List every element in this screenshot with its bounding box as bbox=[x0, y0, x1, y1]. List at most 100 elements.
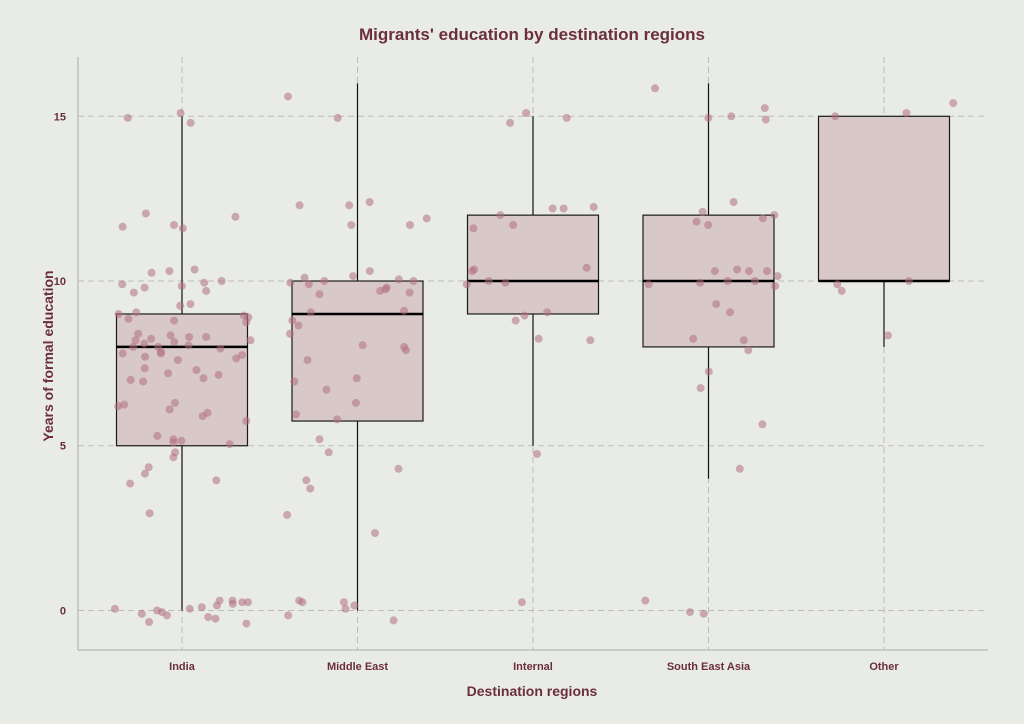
data-point bbox=[114, 310, 123, 318]
data-point bbox=[286, 329, 294, 338]
data-point bbox=[548, 204, 557, 213]
data-point bbox=[758, 420, 767, 429]
data-point bbox=[153, 431, 162, 440]
data-point bbox=[292, 410, 300, 419]
data-point bbox=[735, 464, 744, 473]
data-point bbox=[166, 331, 175, 340]
data-point bbox=[186, 118, 195, 127]
data-point bbox=[284, 92, 292, 101]
data-point bbox=[692, 217, 701, 226]
data-point bbox=[228, 599, 237, 608]
x-tick-label: Middle East bbox=[327, 661, 388, 673]
data-point bbox=[231, 212, 240, 221]
data-point bbox=[290, 377, 299, 386]
data-point bbox=[200, 278, 209, 287]
data-point bbox=[129, 342, 138, 351]
data-point bbox=[170, 221, 178, 229]
data-point bbox=[771, 282, 780, 290]
data-point bbox=[124, 314, 133, 323]
data-point bbox=[520, 311, 529, 320]
data-point bbox=[758, 214, 767, 223]
data-point bbox=[883, 331, 892, 340]
data-point bbox=[760, 104, 769, 113]
data-point bbox=[831, 112, 840, 121]
data-point bbox=[190, 265, 199, 274]
x-tick-label: Internal bbox=[513, 661, 553, 673]
data-point bbox=[246, 336, 255, 345]
data-point bbox=[242, 318, 251, 327]
data-point bbox=[698, 207, 707, 216]
data-point bbox=[284, 611, 293, 620]
data-point bbox=[400, 306, 409, 315]
data-point bbox=[763, 267, 771, 276]
data-point bbox=[120, 400, 129, 409]
data-point bbox=[389, 616, 398, 625]
data-point bbox=[131, 336, 140, 345]
data-point bbox=[394, 275, 403, 284]
data-point bbox=[184, 341, 193, 350]
data-point bbox=[140, 469, 149, 478]
data-point bbox=[315, 435, 324, 444]
data-point bbox=[324, 448, 333, 457]
data-point bbox=[586, 336, 595, 345]
data-point bbox=[904, 277, 913, 285]
data-point bbox=[134, 329, 143, 338]
data-point bbox=[744, 346, 753, 355]
data-point bbox=[365, 267, 374, 276]
data-point bbox=[176, 109, 185, 117]
data-point bbox=[306, 308, 315, 317]
data-point bbox=[517, 598, 526, 607]
data-point bbox=[501, 278, 510, 287]
data-point bbox=[141, 209, 150, 218]
data-point bbox=[704, 221, 713, 229]
data-point bbox=[163, 611, 171, 620]
x-tick-label: Other bbox=[869, 661, 899, 673]
data-point bbox=[145, 509, 154, 518]
data-point bbox=[129, 288, 138, 297]
data-point bbox=[405, 288, 414, 297]
data-point bbox=[164, 369, 173, 378]
data-point bbox=[745, 267, 753, 276]
data-point bbox=[177, 436, 186, 445]
data-point bbox=[349, 272, 358, 281]
data-point bbox=[350, 601, 359, 610]
data-point bbox=[238, 351, 247, 360]
data-point bbox=[118, 222, 127, 231]
data-point bbox=[315, 290, 324, 299]
data-point bbox=[506, 118, 515, 127]
data-point bbox=[242, 417, 251, 425]
data-point bbox=[288, 316, 297, 325]
data-point bbox=[202, 333, 211, 341]
data-point bbox=[306, 484, 315, 493]
y-tick-label: 10 bbox=[54, 276, 66, 288]
data-point bbox=[902, 109, 911, 117]
data-point bbox=[641, 596, 650, 605]
data-point bbox=[351, 398, 360, 407]
data-point bbox=[202, 286, 211, 295]
data-point bbox=[712, 300, 721, 309]
data-point bbox=[165, 405, 174, 414]
data-point bbox=[727, 112, 736, 121]
x-axis-label: Destination regions bbox=[467, 683, 598, 699]
data-point bbox=[696, 384, 705, 393]
data-point bbox=[462, 280, 471, 289]
y-tick-label: 0 bbox=[60, 605, 66, 617]
data-point bbox=[178, 224, 187, 233]
data-point bbox=[177, 282, 186, 290]
data-point bbox=[696, 278, 705, 287]
data-point bbox=[704, 113, 713, 122]
box-other bbox=[817, 115, 951, 282]
data-point bbox=[699, 609, 708, 618]
data-point bbox=[559, 204, 568, 213]
data-point bbox=[376, 286, 385, 295]
data-point bbox=[302, 476, 311, 485]
data-point bbox=[484, 277, 493, 285]
jitter-points bbox=[110, 84, 958, 628]
data-point bbox=[139, 377, 148, 386]
data-point bbox=[496, 211, 505, 220]
data-point bbox=[773, 272, 782, 281]
data-point bbox=[242, 619, 251, 628]
data-point bbox=[156, 349, 165, 358]
box-series bbox=[115, 83, 951, 611]
